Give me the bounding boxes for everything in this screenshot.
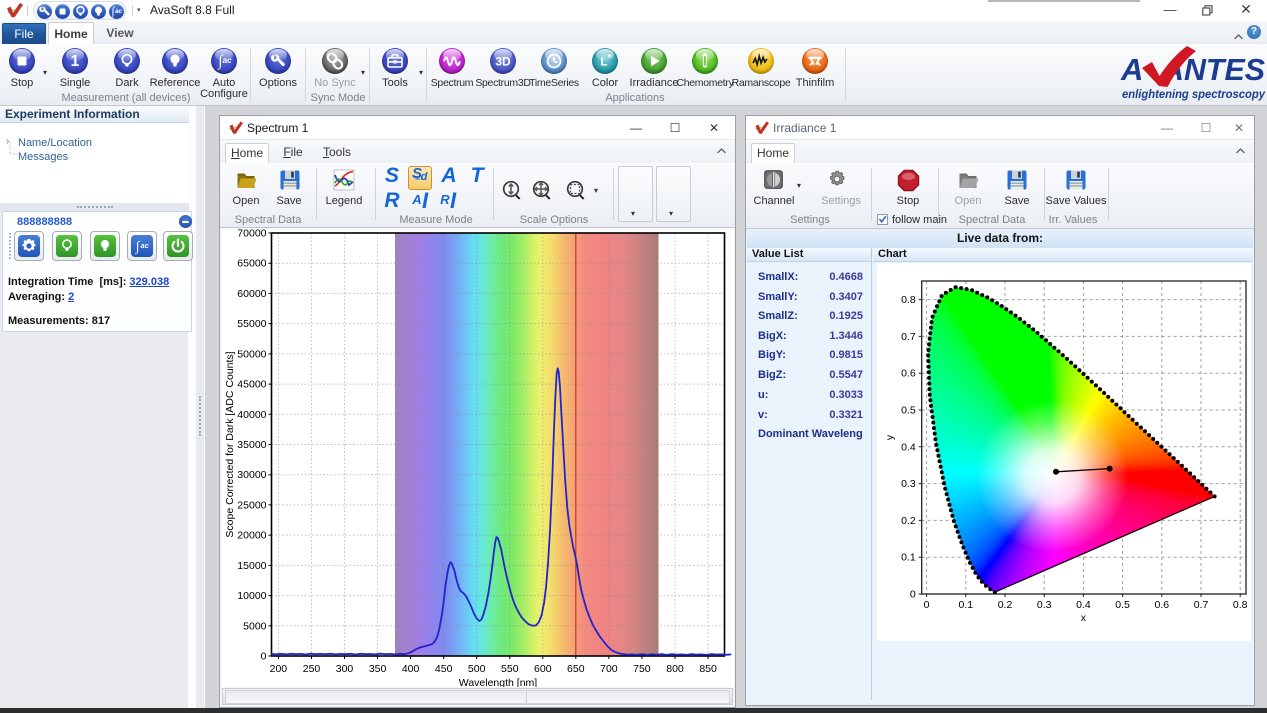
svg-text:0.6: 0.6: [1154, 599, 1169, 611]
svg-text:60000: 60000: [237, 288, 266, 300]
svg-text:30000: 30000: [237, 469, 266, 481]
svg-text:Wavelength [nm]: Wavelength [nm]: [459, 677, 537, 687]
svg-text:0.1: 0.1: [958, 599, 973, 611]
svg-text:A: A: [1120, 52, 1143, 87]
svg-text:0.3: 0.3: [1037, 599, 1052, 611]
svg-text:55000: 55000: [237, 318, 266, 330]
svg-text:800: 800: [666, 663, 684, 675]
svg-text:650: 650: [567, 663, 585, 675]
svg-text:L: L: [600, 54, 607, 68]
svg-text:0.1: 0.1: [901, 552, 916, 564]
svg-text:x: x: [1081, 612, 1087, 624]
svg-text:0.8: 0.8: [901, 294, 916, 306]
svg-text:50000: 50000: [237, 348, 266, 360]
svg-text:500: 500: [468, 663, 486, 675]
svg-text:850: 850: [699, 663, 717, 675]
svg-text:0.5: 0.5: [901, 405, 916, 417]
svg-text:250: 250: [303, 663, 321, 675]
svg-text:0.8: 0.8: [1233, 599, 1248, 611]
svg-text:5000: 5000: [243, 620, 267, 632]
svg-text:350: 350: [369, 663, 387, 675]
svg-text:ac: ac: [115, 8, 123, 15]
svg-text:0.7: 0.7: [1194, 599, 1209, 611]
svg-text:*: *: [608, 53, 613, 64]
svg-text:20000: 20000: [237, 530, 266, 542]
svg-text:0.4: 0.4: [1076, 599, 1091, 611]
svg-text:0.2: 0.2: [998, 599, 1013, 611]
svg-text:∫: ∫: [217, 53, 224, 70]
svg-text:1: 1: [71, 53, 80, 70]
svg-text:3D: 3D: [495, 54, 511, 68]
svg-text:700: 700: [600, 663, 618, 675]
svg-text:ac: ac: [141, 241, 149, 250]
svg-text:y: y: [884, 434, 896, 440]
svg-text:200: 200: [270, 663, 288, 675]
svg-text:0.2: 0.2: [901, 515, 916, 527]
svg-text:ac: ac: [222, 55, 232, 65]
svg-text:600: 600: [534, 663, 552, 675]
svg-text:45000: 45000: [237, 379, 266, 391]
svg-text:Scope Corrected for Dark [ADC: Scope Corrected for Dark [ADC Counts]: [224, 351, 236, 537]
svg-text:0: 0: [261, 651, 267, 663]
svg-text:0.6: 0.6: [901, 368, 916, 380]
svg-text:enlightening spectroscopy: enlightening spectroscopy: [1122, 87, 1266, 101]
svg-text:0: 0: [910, 589, 916, 601]
svg-text:400: 400: [402, 663, 420, 675]
svg-text:550: 550: [501, 663, 519, 675]
svg-text:35000: 35000: [237, 439, 266, 451]
svg-text:65000: 65000: [237, 258, 266, 270]
svg-text:10000: 10000: [237, 590, 266, 602]
svg-text:450: 450: [435, 663, 453, 675]
svg-text:∫: ∫: [110, 4, 115, 18]
svg-text:15000: 15000: [237, 560, 266, 572]
svg-text:0.3: 0.3: [901, 478, 916, 490]
svg-text:0.7: 0.7: [901, 331, 916, 343]
svg-text:0.5: 0.5: [1115, 599, 1130, 611]
svg-text:70000: 70000: [237, 229, 266, 240]
svg-text:300: 300: [336, 663, 354, 675]
svg-text:∫: ∫: [135, 239, 141, 255]
svg-text:25000: 25000: [237, 499, 266, 511]
svg-text:750: 750: [633, 663, 651, 675]
svg-text:40000: 40000: [237, 409, 266, 421]
svg-text:0.4: 0.4: [901, 441, 916, 453]
svg-text:0: 0: [924, 599, 930, 611]
